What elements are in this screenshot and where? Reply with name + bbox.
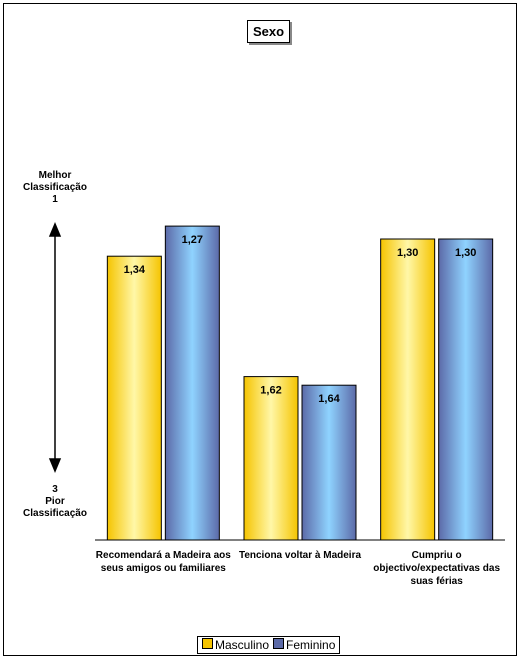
annotation-line: 3 (52, 484, 58, 495)
x-tick-label: Cumpriu o objectivo/expectativas das sua… (373, 550, 501, 587)
annotation-line: 1 (52, 194, 58, 205)
legend-item: Feminino (273, 638, 335, 652)
chart-title: Sexo (247, 20, 291, 43)
range-arrow (48, 222, 62, 473)
value-label: 1,64 (318, 393, 340, 405)
annotation: 3 Pior Classificação (20, 484, 90, 520)
x-tick-label: Tenciona voltar à Madeira (238, 550, 362, 561)
legend-label: Masculino (215, 638, 270, 652)
annotation-line: Melhor (38, 170, 72, 181)
legend: Masculino Feminino (197, 636, 341, 654)
value-label: 1,62 (260, 385, 281, 397)
annotation-line: Classificação (23, 508, 87, 519)
legend-label: Feminino (286, 638, 336, 652)
bar (301, 384, 357, 541)
value-label: 1,27 (182, 234, 203, 246)
annotation-line: Pior (45, 496, 65, 507)
bar (438, 238, 494, 541)
bar (380, 238, 436, 541)
value-label: 1,34 (124, 264, 146, 276)
value-label: 1,30 (455, 247, 476, 259)
legend-item: Masculino (202, 638, 269, 652)
annotation-line: Classificação (23, 182, 87, 193)
legend-swatch (273, 638, 285, 649)
bar (106, 255, 162, 541)
bar (164, 225, 220, 541)
frame (3, 3, 517, 656)
x-tick-label: Recomendará a Madeira aos seus amigos ou… (95, 550, 231, 574)
value-label: 1,30 (397, 247, 418, 259)
bar (243, 376, 299, 541)
legend-swatch (202, 638, 213, 649)
annotation: Melhor Classificação 1 (20, 170, 90, 206)
